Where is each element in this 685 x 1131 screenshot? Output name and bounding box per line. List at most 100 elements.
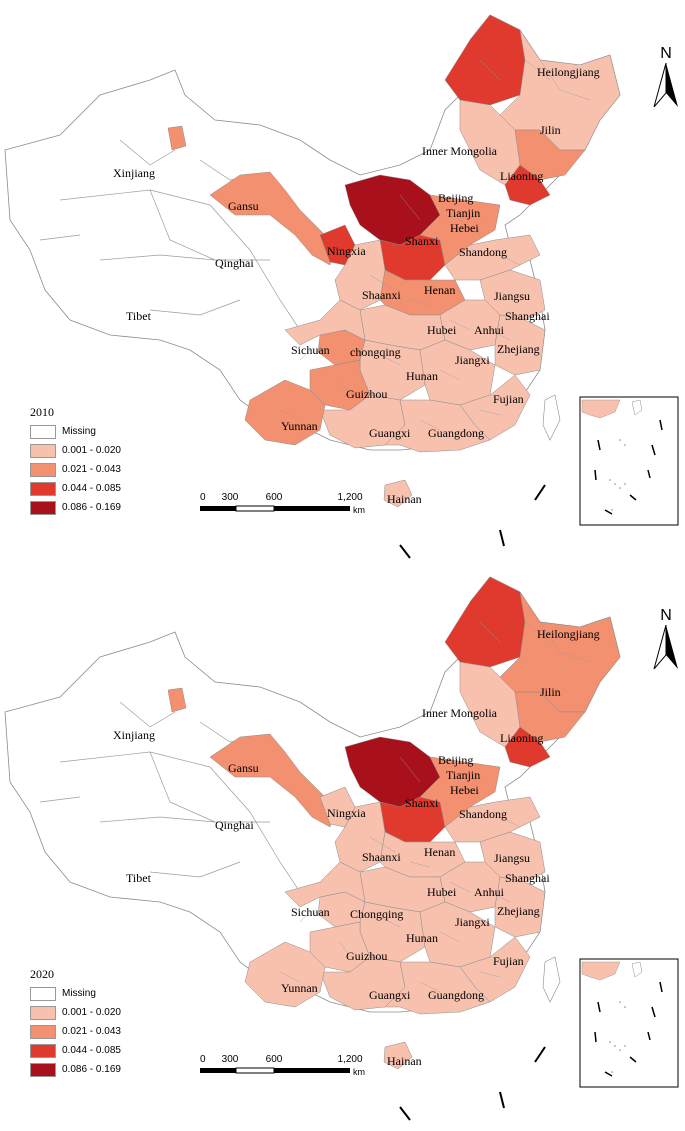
region-liaoning [504,164,551,206]
north-letter: N [660,607,672,624]
label-heilongjiang: Heilongjiang [537,627,600,641]
region-zhejiang [494,876,546,938]
province-labels: Heilongjiang Jilin Inner Mongolia Liaoni… [113,65,600,506]
western-borders [39,701,301,893]
label-shandong: Shandong [459,807,507,821]
south-china-sea-inset [579,396,679,526]
province-labels: Heilongjiang Jilin Inner Mongolia Liaoni… [113,627,600,1068]
label-beijing: Beijing [438,191,473,205]
label-shanghai: Shanghai [505,871,550,885]
label-liaoning: Liaoning [500,731,543,745]
legend-label: 0.086 - 0.169 [62,1064,121,1075]
label-shaanxi: Shaanxi [362,850,401,864]
region-xinjiang-dot [167,125,187,151]
nine-dash-line [399,484,546,559]
region-guangdong [384,399,491,453]
label-inner-mongolia: Inner Mongolia [422,144,498,158]
label-shanxi: Shanxi [405,234,439,248]
scale-bar-graphic: 0 300 600 1,200 km [200,492,365,515]
label-tianjin: Tianjin [446,768,480,782]
label-jiangxi: Jiangxi [455,915,490,929]
region-liaoning [504,726,551,768]
prefecture-borders [279,59,591,431]
legend-swatch [30,424,56,439]
legend-item: 0.021 - 0.043 [30,1022,121,1041]
label-hunan: Hunan [406,369,438,383]
scale-tick-300: 300 [222,1054,239,1065]
label-gansu: Gansu [228,199,259,213]
label-guangdong: Guangdong [428,426,484,440]
label-ningxia: Ningxia [327,806,366,820]
scale-bar-graphic: 0 300 600 1,200 km [200,1054,365,1077]
china-choropleth-map: Heilongjiang Jilin Inner Mongolia Liaoni… [4,576,679,1121]
label-sichuan: Sichuan [291,905,330,919]
legend-swatch [30,1062,56,1077]
label-anhui: Anhui [474,323,505,337]
label-yunnan: Yunnan [281,981,318,995]
region-guangdong [384,961,491,1015]
legend-swatch [30,1043,56,1058]
scale-tick-600: 600 [266,1054,283,1065]
map-panel-2010: Heilongjiang Jilin Inner Mongolia Liaoni… [0,0,685,560]
legend-label: Missing [62,988,96,999]
map-panel-2020: Heilongjiang Jilin Inner Mongolia Liaoni… [0,562,685,1122]
scale-tick-300: 300 [222,492,239,503]
china-choropleth-map: Heilongjiang Jilin Inner Mongolia Liaoni… [4,14,679,559]
label-chongqing: Chongqing [350,907,403,921]
label-jiangxi: Jiangxi [455,353,490,367]
label-hebei: Hebei [450,221,479,235]
label-jilin: Jilin [540,123,561,137]
legend-rows: Missing 0.001 - 0.020 0.021 - 0.043 0.044 -… [30,422,121,517]
region-shandong [444,796,541,843]
region-hainan [383,1041,413,1070]
label-hainan: Hainan [387,492,422,506]
north-arrow-icon [653,624,678,670]
label-guangxi: Guangxi [369,426,411,440]
legend-item: Missing [30,422,121,441]
legend-label: 0.021 - 0.043 [62,1026,121,1037]
label-yunnan: Yunnan [281,419,318,433]
label-fujian: Fujian [493,392,524,406]
legend-swatch [30,1005,56,1020]
legend: 2020 Missing 0.001 - 0.020 0.021 - 0.043 0.… [30,967,121,1079]
label-hainan: Hainan [387,1054,422,1068]
label-henan: Henan [424,845,455,859]
region-shandong [444,234,541,281]
nine-dash-line [399,1046,546,1121]
region-north-hlj [444,576,526,668]
label-gansu: Gansu [228,761,259,775]
legend-rows: Missing 0.001 - 0.020 0.021 - 0.043 0.044 -… [30,984,121,1079]
scale-unit: km [353,505,365,515]
north-arrow: N [652,607,680,674]
label-guizhou: Guizhou [346,387,387,401]
legend-label: Missing [62,426,96,437]
taiwan-island [542,394,561,441]
legend-item: 0.044 - 0.085 [30,1041,121,1060]
label-shanxi: Shanxi [405,796,439,810]
legend-item: 0.021 - 0.043 [30,460,121,479]
prefecture-borders [279,621,591,993]
legend-item: 0.001 - 0.020 [30,1003,121,1022]
region-zhejiang [494,314,546,376]
legend-label: 0.044 - 0.085 [62,483,121,494]
region-xinjiang-dot [167,687,187,713]
label-tibet: Tibet [126,309,152,323]
label-jilin: Jilin [540,685,561,699]
legend-swatch [30,500,56,515]
western-borders [39,139,301,331]
label-anhui: Anhui [474,885,505,899]
scale-unit: km [353,1067,365,1077]
label-inner-mongolia: Inner Mongolia [422,706,498,720]
label-tibet: Tibet [126,871,152,885]
legend-item: 0.086 - 0.169 [30,498,121,517]
label-qinghai: Qinghai [215,256,254,270]
label-shandong: Shandong [459,245,507,259]
label-shanghai: Shanghai [505,309,550,323]
legend-label: 0.001 - 0.020 [62,445,121,456]
label-hubei: Hubei [427,323,457,337]
scale-tick-0: 0 [200,492,206,503]
label-jiangsu: Jiangsu [494,851,530,865]
south-china-sea-inset [579,958,679,1088]
legend: 2010 Missing 0.001 - 0.020 0.021 - 0.043 0.… [30,405,121,517]
legend-swatch [30,481,56,496]
